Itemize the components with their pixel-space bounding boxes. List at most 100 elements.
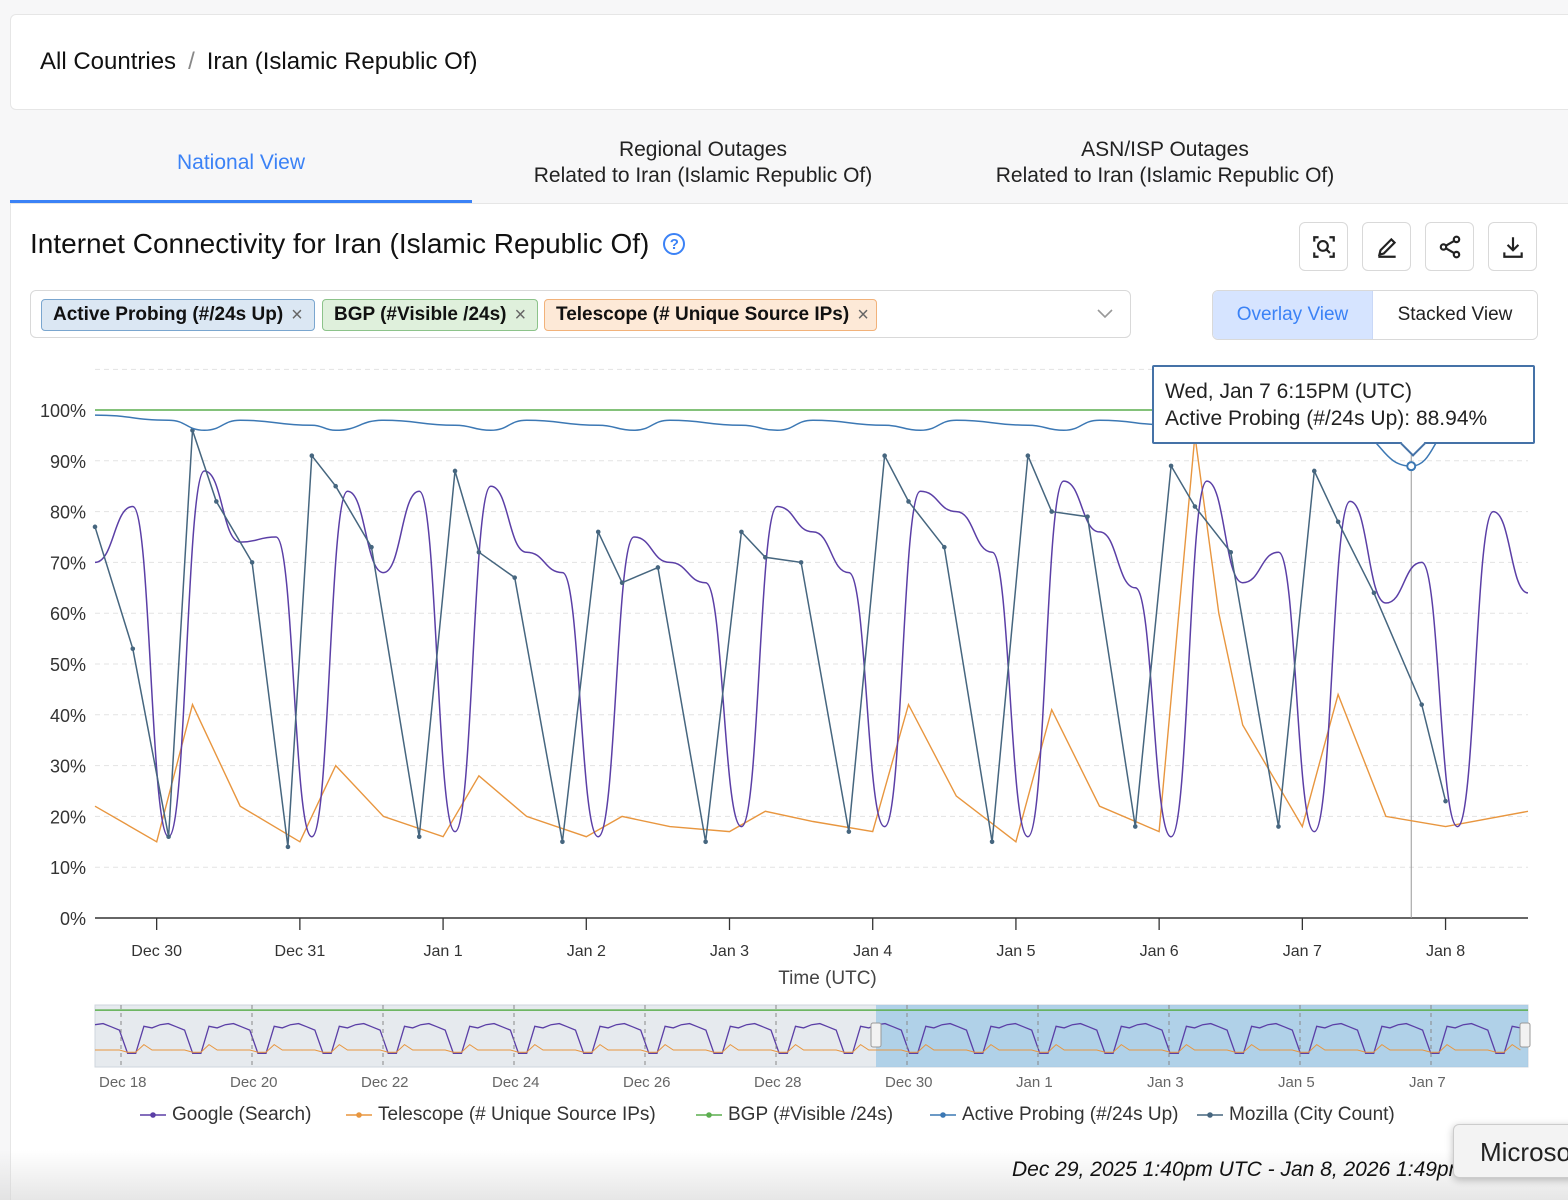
chip-bgp: BGP (#Visible /24s) × xyxy=(322,299,538,331)
navigator-handle[interactable] xyxy=(1519,1022,1531,1048)
mozilla-point xyxy=(369,544,374,550)
mozilla-point xyxy=(846,829,852,834)
mozilla-point xyxy=(739,529,744,535)
y-tick-label: 40% xyxy=(50,706,86,726)
series-telescope-group xyxy=(94,435,1529,843)
mozilla-point xyxy=(214,499,219,504)
y-tick-label: 90% xyxy=(50,452,86,472)
legend-label: BGP (#Visible /24s) xyxy=(728,1104,894,1125)
x-tick-label: Jan 5 xyxy=(996,943,1035,960)
legend-marker-dot xyxy=(150,1112,156,1118)
chip-label: BGP (#Visible /24s) xyxy=(334,304,507,325)
chevron-down-icon[interactable] xyxy=(1095,303,1115,323)
legend-marker-icon xyxy=(346,1112,372,1118)
x-tick-label: Dec 30 xyxy=(131,943,182,960)
mozilla-point xyxy=(619,580,625,586)
mozilla-point xyxy=(1228,549,1234,555)
mozilla-point xyxy=(1335,519,1341,525)
mozilla-point xyxy=(703,839,708,845)
navigator-label: Dec 26 xyxy=(623,1074,671,1091)
legend-marker-dot xyxy=(706,1112,712,1118)
tab-sublabel: Related to Iran (Islamic Republic Of) xyxy=(995,164,1335,187)
edit-button[interactable] xyxy=(1362,222,1411,271)
breadcrumb-separator: / xyxy=(188,48,195,75)
date-range-text: Dec 29, 2025 1:40pm UTC - Jan 8, 2026 1:… xyxy=(1012,1158,1516,1181)
navigator-label: Dec 22 xyxy=(361,1074,409,1091)
mozilla-point xyxy=(882,453,887,459)
tab-sublabel: Related to Iran (Islamic Republic Of) xyxy=(533,164,873,187)
tab-national-view[interactable]: National View xyxy=(10,122,472,204)
navigator-google-line xyxy=(94,1022,1521,1054)
mozilla-point xyxy=(798,560,804,565)
navigator-label: Dec 28 xyxy=(754,1074,802,1091)
mozilla-point xyxy=(92,524,98,530)
legend-item[interactable]: BGP (#Visible /24s) xyxy=(696,1102,893,1128)
help-icon[interactable]: ? xyxy=(663,233,686,255)
zoom-button[interactable] xyxy=(1299,222,1348,271)
breadcrumb: All Countries / Iran (Islamic Republic O… xyxy=(10,14,1568,110)
series-mozilla-group xyxy=(92,428,1448,850)
breadcrumb-current: Iran (Islamic Republic Of) xyxy=(206,48,478,75)
y-tick-label: 60% xyxy=(50,604,86,624)
hover-point xyxy=(1406,461,1417,472)
series-google-line xyxy=(94,470,1529,838)
legend-marker-dot xyxy=(940,1112,946,1118)
x-tick-label: Jan 3 xyxy=(710,943,749,960)
navigator-handle[interactable] xyxy=(870,1022,882,1048)
mozilla-point xyxy=(249,560,255,565)
y-tick-label: 100% xyxy=(40,401,86,421)
close-icon[interactable]: × xyxy=(514,303,527,326)
connectivity-chart[interactable]: 0% 10% 20% 30% 40% 50% 60% 70% 80% 90% 100% Dec 30 D… xyxy=(0,340,1568,1100)
stacked-view-button[interactable]: Stacked View xyxy=(1373,291,1537,339)
overlay-view-button[interactable]: Overlay View xyxy=(1213,291,1373,339)
y-tick-label: 70% xyxy=(50,553,86,573)
close-icon[interactable]: × xyxy=(857,303,869,326)
x-axis-title: Time (UTC) xyxy=(778,968,877,989)
navigator-label: Jan 1 xyxy=(1016,1074,1053,1091)
mozilla-point xyxy=(1025,453,1031,459)
mozilla-point xyxy=(285,844,291,850)
navigator-label: Dec 20 xyxy=(230,1074,278,1091)
mozilla-point xyxy=(1276,824,1281,829)
legend-label: Active Probing (#/24s Up) xyxy=(962,1104,1179,1125)
navigator-label: Jan 5 xyxy=(1278,1074,1315,1091)
system-popup[interactable]: Microsoft xyxy=(1453,1124,1568,1178)
tab-label: Regional Outages xyxy=(618,138,788,161)
page-title: Internet Connectivity for Iran (Islamic … xyxy=(30,228,650,259)
mozilla-point xyxy=(1311,468,1317,474)
close-icon[interactable]: × xyxy=(291,303,303,326)
x-tick-label: Jan 6 xyxy=(1140,943,1179,960)
legend-item[interactable]: Mozilla (City Count) xyxy=(1197,1102,1395,1128)
tab-asn-isp-outages[interactable]: ASN/ISP Outages Related to Iran (Islamic… xyxy=(934,122,1396,204)
mozilla-point xyxy=(1049,509,1055,514)
mozilla-point xyxy=(1085,514,1090,519)
navigator-label: Jan 3 xyxy=(1147,1074,1184,1091)
mozilla-point xyxy=(1192,504,1198,509)
breadcrumb-root-link[interactable]: All Countries xyxy=(40,48,177,75)
x-tick-label: Jan 7 xyxy=(1283,943,1322,960)
datasource-select[interactable]: Active Probing (#/24s Up) × BGP (#Visibl… xyxy=(30,290,1131,338)
mozilla-point xyxy=(452,468,458,474)
chip-telescope: Telescope (# Unique Source IPs) × xyxy=(544,299,877,331)
legend-item[interactable]: Active Probing (#/24s Up) xyxy=(930,1102,1179,1128)
y-tick-label: 50% xyxy=(50,655,86,675)
legend-item[interactable]: Telescope (# Unique Source IPs) xyxy=(346,1102,656,1128)
tab-label: ASN/ISP Outages xyxy=(1081,138,1249,161)
mozilla-point xyxy=(655,565,661,570)
legend-label: Telescope (# Unique Source IPs) xyxy=(378,1104,656,1125)
legend-marker-icon xyxy=(930,1112,956,1118)
legend-item[interactable]: Google (Search) xyxy=(140,1102,311,1128)
view-toggle: Overlay View Stacked View xyxy=(1212,290,1538,340)
mozilla-point xyxy=(476,549,482,555)
series-telescope-line xyxy=(94,435,1529,843)
chip-label: Active Probing (#/24s Up) xyxy=(53,304,284,325)
share-button[interactable] xyxy=(1425,222,1474,271)
navigator-label: Dec 30 xyxy=(885,1074,933,1091)
mozilla-point xyxy=(309,453,315,459)
download-button[interactable] xyxy=(1488,222,1537,271)
navigator-label: Jan 7 xyxy=(1409,1074,1446,1091)
navigator-label: Dec 24 xyxy=(492,1074,540,1091)
tooltip-time: Wed, Jan 7 6:15PM (UTC) xyxy=(1165,380,1413,403)
tab-regional-outages[interactable]: Regional Outages Related to Iran (Islami… xyxy=(472,122,934,204)
y-tick-label: 20% xyxy=(50,807,86,827)
